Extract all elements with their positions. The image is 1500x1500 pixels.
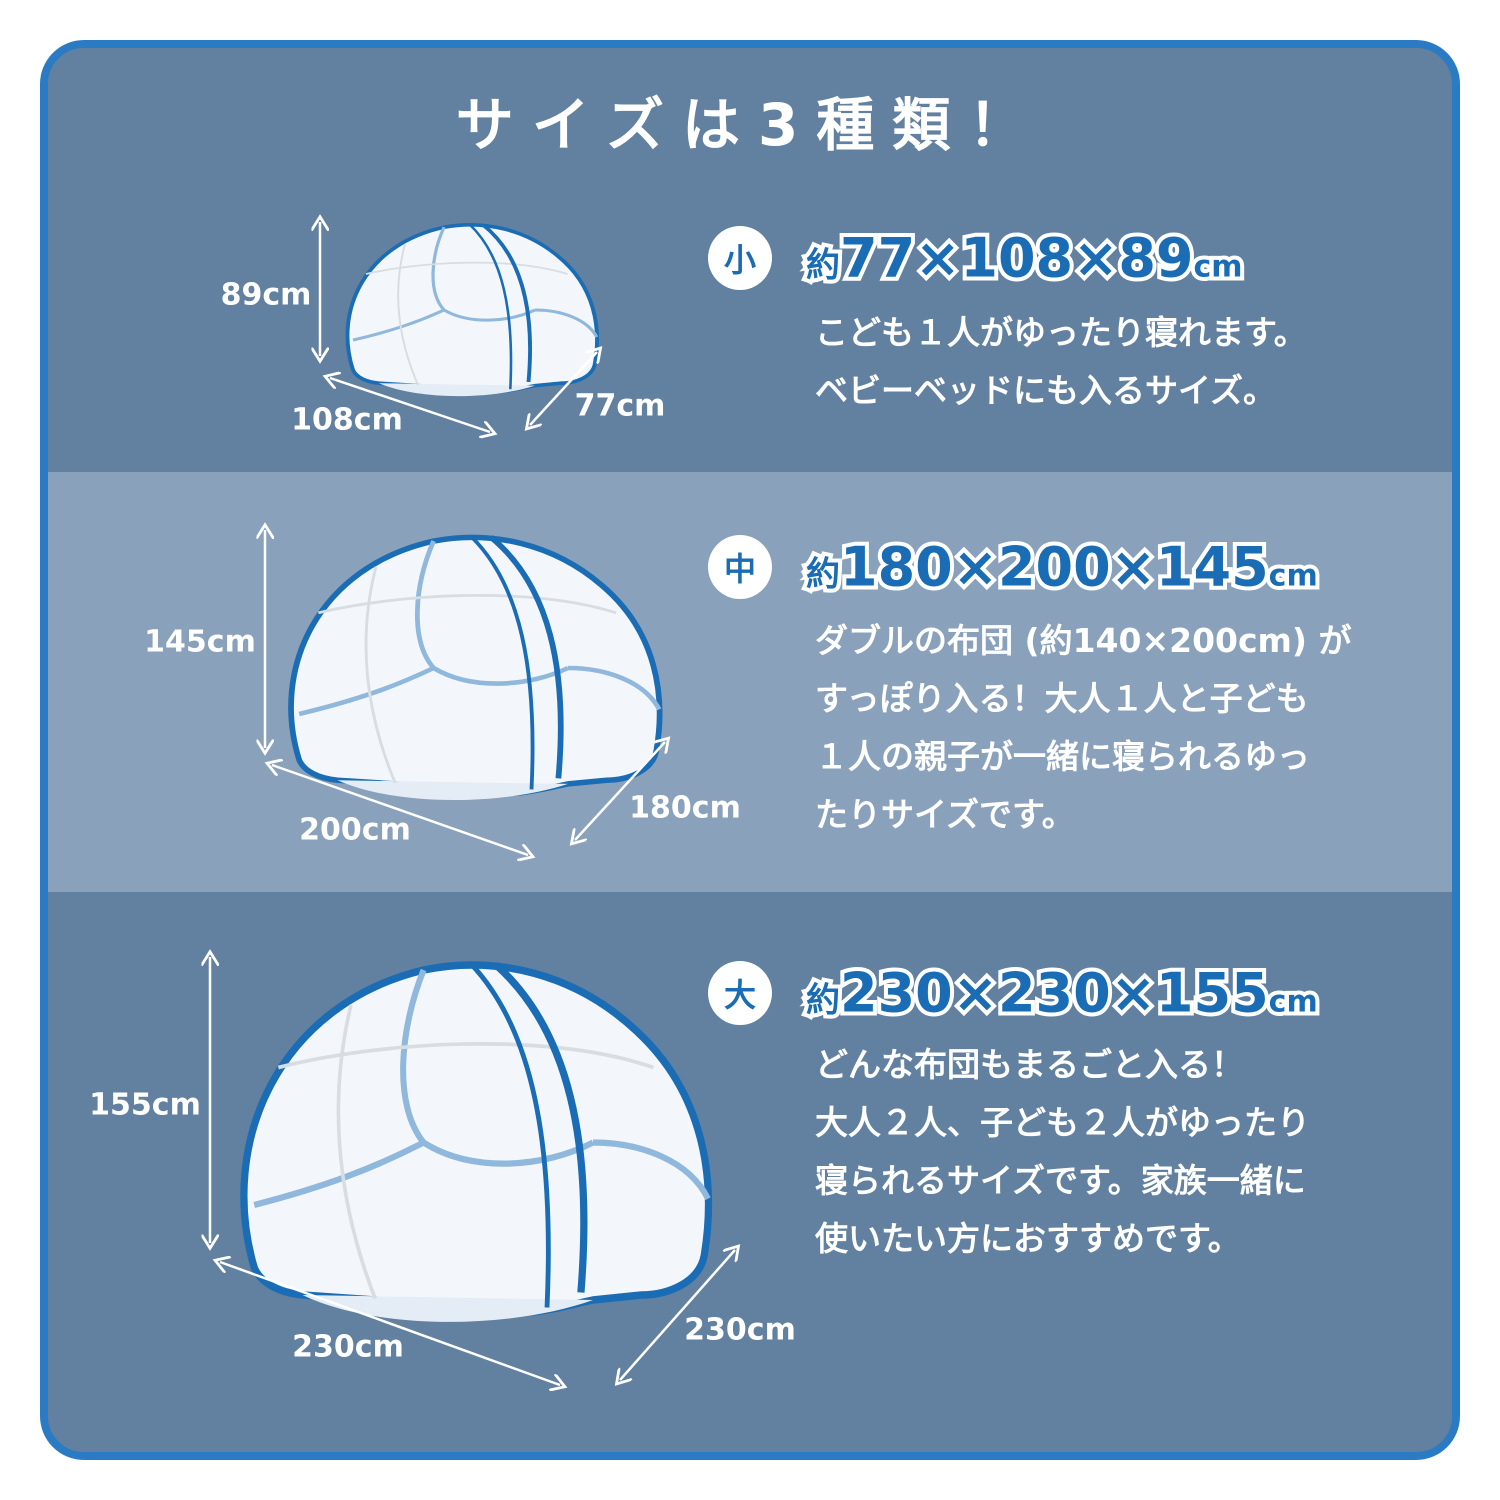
small-dimensions-heading: 約77×108×89cm [802, 223, 1247, 294]
small-height-label: 89cm [220, 277, 312, 313]
arrow-medium-width [272, 765, 528, 855]
arrow-large-width [220, 1262, 560, 1385]
tent-small-icon [345, 222, 599, 399]
medium-dimensions-heading: 約180×200×145cm [802, 532, 1322, 603]
description-line: 大人２人、子ども２人がゆったり [815, 1103, 1310, 1142]
description-line: 使いたい方におすすめです。 [815, 1219, 1241, 1258]
large-width-label: 230cm [292, 1329, 404, 1365]
arrow-large-depth [620, 1250, 735, 1380]
medium-depth-label: 180cm [629, 790, 741, 826]
description-line: こども１人がゆったり寝れます。 [815, 313, 1307, 352]
description-line: どんな布団もまるごと入る！ [815, 1045, 1244, 1084]
small-depth-label: 77cm [574, 388, 666, 424]
tent-medium-icon [291, 537, 660, 800]
description-line: ダブルの布団 (約140×200cm) が [815, 621, 1352, 660]
dimensions-unit: cm [1190, 246, 1247, 289]
size-badge-large: 大 [708, 961, 772, 1025]
description-line: すっぽり入る！大人１人と子ども [815, 679, 1309, 718]
dimensions-unit: cm [1265, 981, 1322, 1024]
description-line: 寝られるサイズです。家族一緒に [815, 1161, 1306, 1200]
approx-prefix: 約 [802, 242, 844, 290]
dimensions-value: 230×230×155 [836, 958, 1273, 1029]
medium-height-label: 145cm [144, 624, 256, 660]
description-line: ベビーベッドにも入るサイズ。 [815, 371, 1277, 410]
small-description: こども１人がゆったり寝れます。 ベビーベッドにも入るサイズ。 [815, 304, 1307, 420]
arrow-medium-depth [575, 742, 665, 840]
small-width-label: 108cm [291, 402, 403, 438]
medium-description: ダブルの布団 (約140×200cm) が すっぽり入る！大人１人と子ども １人… [815, 612, 1352, 844]
size-badge-small: 小 [708, 226, 772, 290]
page-title: サイズは3種類！ [455, 91, 1045, 159]
tent-large-icon [244, 965, 709, 1322]
dimension-arrows [210, 222, 735, 1385]
dimensions-value: 77×108×89 [836, 223, 1198, 294]
size-badge-medium: 中 [708, 535, 772, 599]
approx-prefix: 約 [802, 551, 844, 599]
dimensions-unit: cm [1265, 555, 1322, 598]
large-description: どんな布団もまるごと入る！ 大人２人、子ども２人がゆったり 寝られるサイズです。… [815, 1036, 1310, 1268]
large-dimensions-heading: 約230×230×155cm [802, 958, 1322, 1029]
description-line: １人の親子が一緒に寝られるゆっ [815, 737, 1310, 776]
large-depth-label: 230cm [684, 1312, 796, 1348]
large-height-label: 155cm [89, 1087, 201, 1123]
arrow-small-width [330, 378, 490, 432]
medium-width-label: 200cm [299, 812, 411, 848]
approx-prefix: 約 [802, 977, 844, 1025]
dimensions-value: 180×200×145 [836, 532, 1273, 603]
arrow-small-depth [530, 352, 597, 425]
description-line: たりサイズです。 [815, 795, 1075, 834]
